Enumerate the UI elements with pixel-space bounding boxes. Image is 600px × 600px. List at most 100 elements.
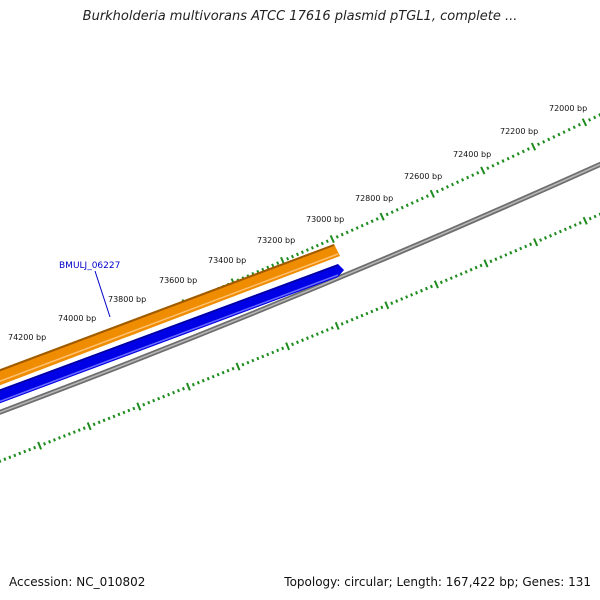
outer-tick-major: [480, 166, 486, 175]
inner-tick-minor: [92, 422, 96, 427]
inner-tick-minor: [147, 400, 151, 405]
inner-tick-major: [582, 216, 588, 225]
inner-tick-minor: [300, 338, 305, 342]
inner-tick-minor: [23, 449, 27, 454]
outer-tick-minor: [276, 261, 280, 265]
inner-tick-minor: [226, 368, 230, 373]
inner-tick-minor: [77, 428, 81, 432]
inner-tick-minor: [57, 436, 61, 440]
inner-tick-minor: [102, 418, 106, 423]
inner-tick-minor: [221, 370, 225, 375]
outer-tick-minor: [542, 140, 546, 144]
inner-tick-major: [334, 321, 340, 330]
inner-tick-minor: [191, 382, 195, 387]
outer-tick-minor: [572, 125, 576, 130]
inner-tick-minor: [3, 457, 7, 461]
inner-tick-minor: [276, 348, 280, 353]
inner-tick-minor: [271, 350, 275, 355]
inner-tick-minor: [514, 248, 518, 253]
inner-tick-minor: [395, 299, 399, 303]
inner-tick-minor: [454, 274, 458, 278]
map-title: Burkholderia multivorans ATCC 17616 plas…: [82, 9, 518, 24]
inner-tick-minor: [33, 445, 37, 450]
outer-tick-minor: [450, 182, 455, 187]
inner-tick-minor: [122, 410, 126, 415]
inner-tick-minor: [568, 225, 572, 229]
outer-tick-minor: [445, 185, 450, 189]
outer-tick-major: [329, 234, 335, 244]
outer-tick-minor: [496, 161, 500, 166]
outer-tick-major: [530, 142, 537, 151]
inner-tick-minor: [281, 346, 285, 351]
inner-tick-minor: [405, 295, 409, 299]
outer-tick-minor: [345, 230, 349, 235]
inner-tick-minor: [539, 238, 543, 242]
inner-tick-minor: [157, 396, 161, 401]
inner-tick-major: [384, 301, 390, 310]
outer-tick-minor: [491, 163, 495, 168]
inner-tick-minor: [112, 414, 116, 419]
outer-tick-minor: [476, 171, 480, 175]
inner-tick-minor: [251, 358, 255, 363]
cds-feature[interactable]: [0, 264, 344, 407]
inner-tick-minor: [52, 438, 56, 442]
gene-feature[interactable]: [0, 244, 340, 389]
inner-tick-minor: [499, 255, 503, 259]
outer-tick-minor: [305, 248, 309, 252]
inner-tick-minor: [172, 390, 176, 395]
inner-tick-minor: [479, 263, 483, 268]
outer-tick-minor: [360, 223, 364, 228]
inner-tick-minor: [330, 326, 334, 330]
inner-tick-major: [37, 441, 43, 450]
outer-tick-minor: [286, 256, 290, 261]
inner-tick-minor: [241, 362, 245, 367]
inner-tick-minor: [72, 430, 76, 434]
inner-tick-minor: [8, 455, 12, 460]
inner-tick-minor: [429, 284, 433, 289]
inner-tick-minor: [474, 265, 478, 270]
inner-tick-minor: [355, 315, 359, 320]
inner-tick-minor: [18, 451, 22, 456]
outer-tick-minor: [552, 135, 556, 139]
outer-tick-minor: [506, 156, 510, 161]
outer-tick-minor: [425, 194, 429, 198]
inner-tick-minor: [97, 420, 101, 425]
outer-tick-minor: [320, 241, 324, 246]
outer-tick-minor: [536, 142, 541, 147]
inner-tick-minor: [370, 309, 374, 314]
outer-tick-major: [429, 189, 435, 198]
outer-tick-minor: [355, 226, 359, 230]
tick-label: 73000 bp: [306, 215, 344, 224]
inner-tick-minor: [593, 214, 597, 219]
inner-tick-minor: [117, 412, 121, 417]
outer-tick-minor: [567, 127, 571, 132]
inner-tick-minor: [439, 280, 443, 285]
inner-tick-major: [433, 280, 439, 289]
inner-tick-minor: [558, 229, 562, 234]
inner-tick-minor: [524, 244, 528, 249]
inner-tick-minor: [578, 221, 582, 225]
outer-tick-minor: [547, 137, 551, 142]
outer-tick-minor: [466, 175, 470, 180]
inner-tick-minor: [320, 330, 324, 334]
tick-label: 72800 bp: [355, 194, 393, 203]
outer-tick-minor: [526, 147, 530, 151]
gene-label[interactable]: BMULJ_06227: [59, 261, 120, 271]
tick-labels: 72000 bp 72200 bp 72400 bp 72600 bp 72800 bp…: [8, 104, 587, 342]
inner-tick-minor: [291, 342, 295, 347]
outer-tick-minor: [593, 115, 597, 120]
tick-label: 73600 bp: [159, 276, 197, 285]
outer-tick-minor: [486, 166, 490, 170]
inner-tick-minor: [424, 286, 429, 291]
inner-tick-minor: [469, 267, 473, 272]
inner-tick-minor: [295, 340, 300, 345]
inner-tick-minor: [494, 257, 498, 261]
outer-tick-minor: [335, 235, 339, 239]
outer-tick-minor: [455, 180, 460, 185]
inner-tick-minor: [360, 313, 364, 318]
inner-tick-minor: [365, 311, 369, 316]
inner-tick-minor: [449, 276, 453, 280]
tick-label: 74000 bp: [58, 314, 96, 323]
inner-tick-minor: [132, 406, 136, 411]
